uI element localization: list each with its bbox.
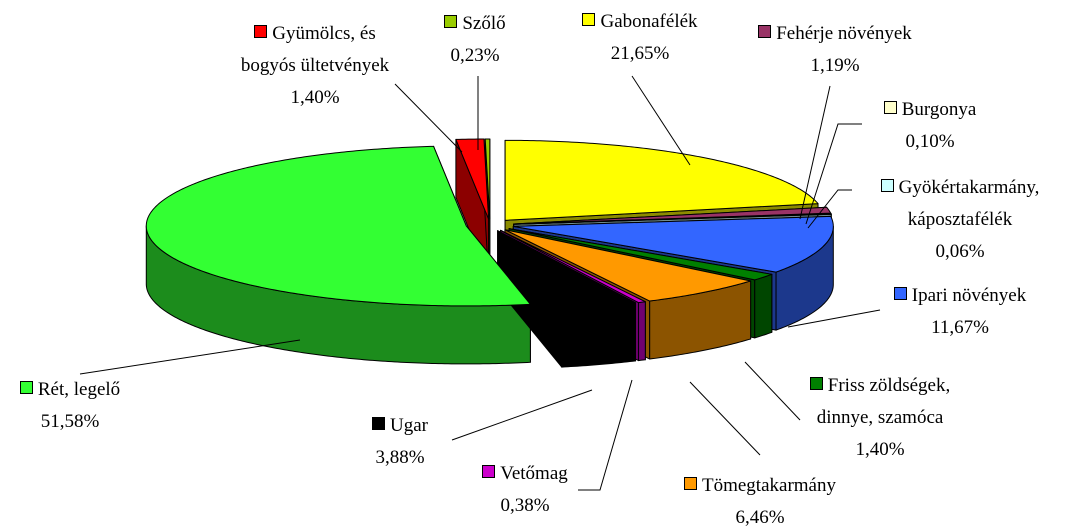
legend-swatch: [444, 15, 458, 28]
slice-top: [484, 138, 491, 220]
data-label: Gyümölcs, és bogyós ültetvények 1,40%: [240, 18, 390, 114]
leader-line: [578, 379, 633, 491]
data-label: Rét, legelő 51,58%: [5, 374, 135, 438]
category-label: Tömegtakarmány: [701, 475, 836, 496]
leader-line: [451, 389, 593, 441]
slice-top: [500, 229, 646, 304]
data-label: Friss zöldségek, dinnye, szamóca 1,40%: [785, 370, 975, 466]
legend-swatch: [372, 417, 385, 430]
data-label: Gabonafélék 21,65%: [545, 6, 735, 70]
legend-swatch: [893, 287, 907, 300]
category-label: Gyümölcs, és bogyós ültetvények: [240, 23, 390, 76]
legend-swatch: [758, 25, 772, 38]
leader-line: [805, 123, 862, 225]
legend-entry: Ugar: [340, 410, 460, 442]
data-label: Szőlő 0,23%: [430, 8, 520, 72]
leader-line: [631, 75, 691, 166]
slice-tops: [145, 138, 834, 310]
slice-outer-wall: [754, 273, 773, 339]
category-label: Ipari növények: [911, 285, 1027, 306]
legend-swatch: [809, 377, 823, 390]
value-label: 3,88%: [375, 447, 425, 468]
value-label: 0,06%: [935, 241, 985, 262]
value-label: 11,67%: [931, 317, 989, 338]
value-label: 51,58%: [40, 411, 100, 432]
data-label: Vetőmag 0,38%: [460, 458, 590, 522]
legend-entry: Gabonafélék: [545, 6, 735, 38]
slice-top: [513, 206, 832, 225]
data-label: Gyökértakarmány, káposztafélék 0,06%: [865, 172, 1055, 268]
slice-top: [508, 228, 773, 281]
leader-line: [787, 309, 881, 328]
legend-entry: Szőlő: [430, 8, 520, 40]
value-label: 1,40%: [855, 439, 905, 460]
legend-swatch: [19, 381, 33, 394]
data-label: Tömegtakarmány 6,46%: [650, 470, 870, 527]
slice-top: [512, 215, 834, 273]
leader-line: [799, 85, 831, 220]
legend-swatch: [683, 477, 697, 490]
data-label: Fehérje növények 1,19%: [735, 18, 935, 82]
value-label: 0,23%: [450, 45, 500, 66]
category-label: Friss zöldségek, dinnye, szamóca: [816, 375, 951, 428]
legend-swatch: [482, 465, 496, 478]
legend-swatch: [880, 179, 894, 192]
leader-line: [79, 339, 301, 375]
data-label: Ugar 3,88%: [340, 410, 460, 474]
legend-entry: Ipari növények: [875, 280, 1045, 312]
legend-entry: Burgonya: [865, 94, 995, 126]
category-label: Gabonafélék: [600, 11, 698, 32]
legend-entry: Tömegtakarmány: [650, 470, 870, 502]
slice-outer-wall: [561, 302, 637, 368]
category-label: Rét, legelő: [37, 379, 121, 400]
value-label: 1,19%: [810, 55, 860, 76]
slice-top: [504, 139, 819, 221]
value-label: 1,40%: [290, 87, 340, 108]
slice-top: [455, 138, 490, 220]
legend-swatch: [883, 101, 897, 114]
slice-outer-wall: [637, 301, 646, 362]
value-label: 6,46%: [735, 507, 785, 527]
legend-entry: Gyümölcs, és bogyós ültetvények: [240, 18, 390, 82]
value-label: 21,65%: [610, 43, 670, 64]
value-label: 0,38%: [500, 495, 550, 516]
legend-swatch: [582, 13, 596, 26]
category-label: Burgonya: [901, 99, 977, 120]
leader-line: [807, 189, 852, 229]
slice-top: [145, 145, 531, 307]
data-label: Ipari növények 11,67%: [875, 280, 1045, 344]
leader-line: [689, 381, 761, 456]
legend-entry: Rét, legelő: [5, 374, 135, 406]
category-label: Ugar: [390, 415, 428, 436]
category-label: Gyökértakarmány, káposztafélék: [898, 177, 1040, 230]
legend-entry: Gyökértakarmány, káposztafélék: [865, 172, 1055, 236]
category-label: Vetőmag: [500, 463, 568, 484]
legend-entry: Friss zöldségek, dinnye, szamóca: [785, 370, 975, 434]
slice-top: [513, 213, 832, 225]
slice-top: [504, 229, 752, 302]
legend-entry: Fehérje növények: [735, 18, 935, 50]
legend-entry: Vetőmag: [460, 458, 590, 490]
data-label: Burgonya 0,10%: [865, 94, 995, 158]
slice-top: [497, 230, 637, 310]
value-label: 0,10%: [905, 131, 955, 152]
leader-line: [394, 83, 463, 153]
category-label: Fehérje növények: [776, 23, 912, 44]
legend-swatch: [254, 25, 268, 38]
category-label: Szőlő: [462, 13, 506, 34]
leader-line: [744, 361, 801, 421]
